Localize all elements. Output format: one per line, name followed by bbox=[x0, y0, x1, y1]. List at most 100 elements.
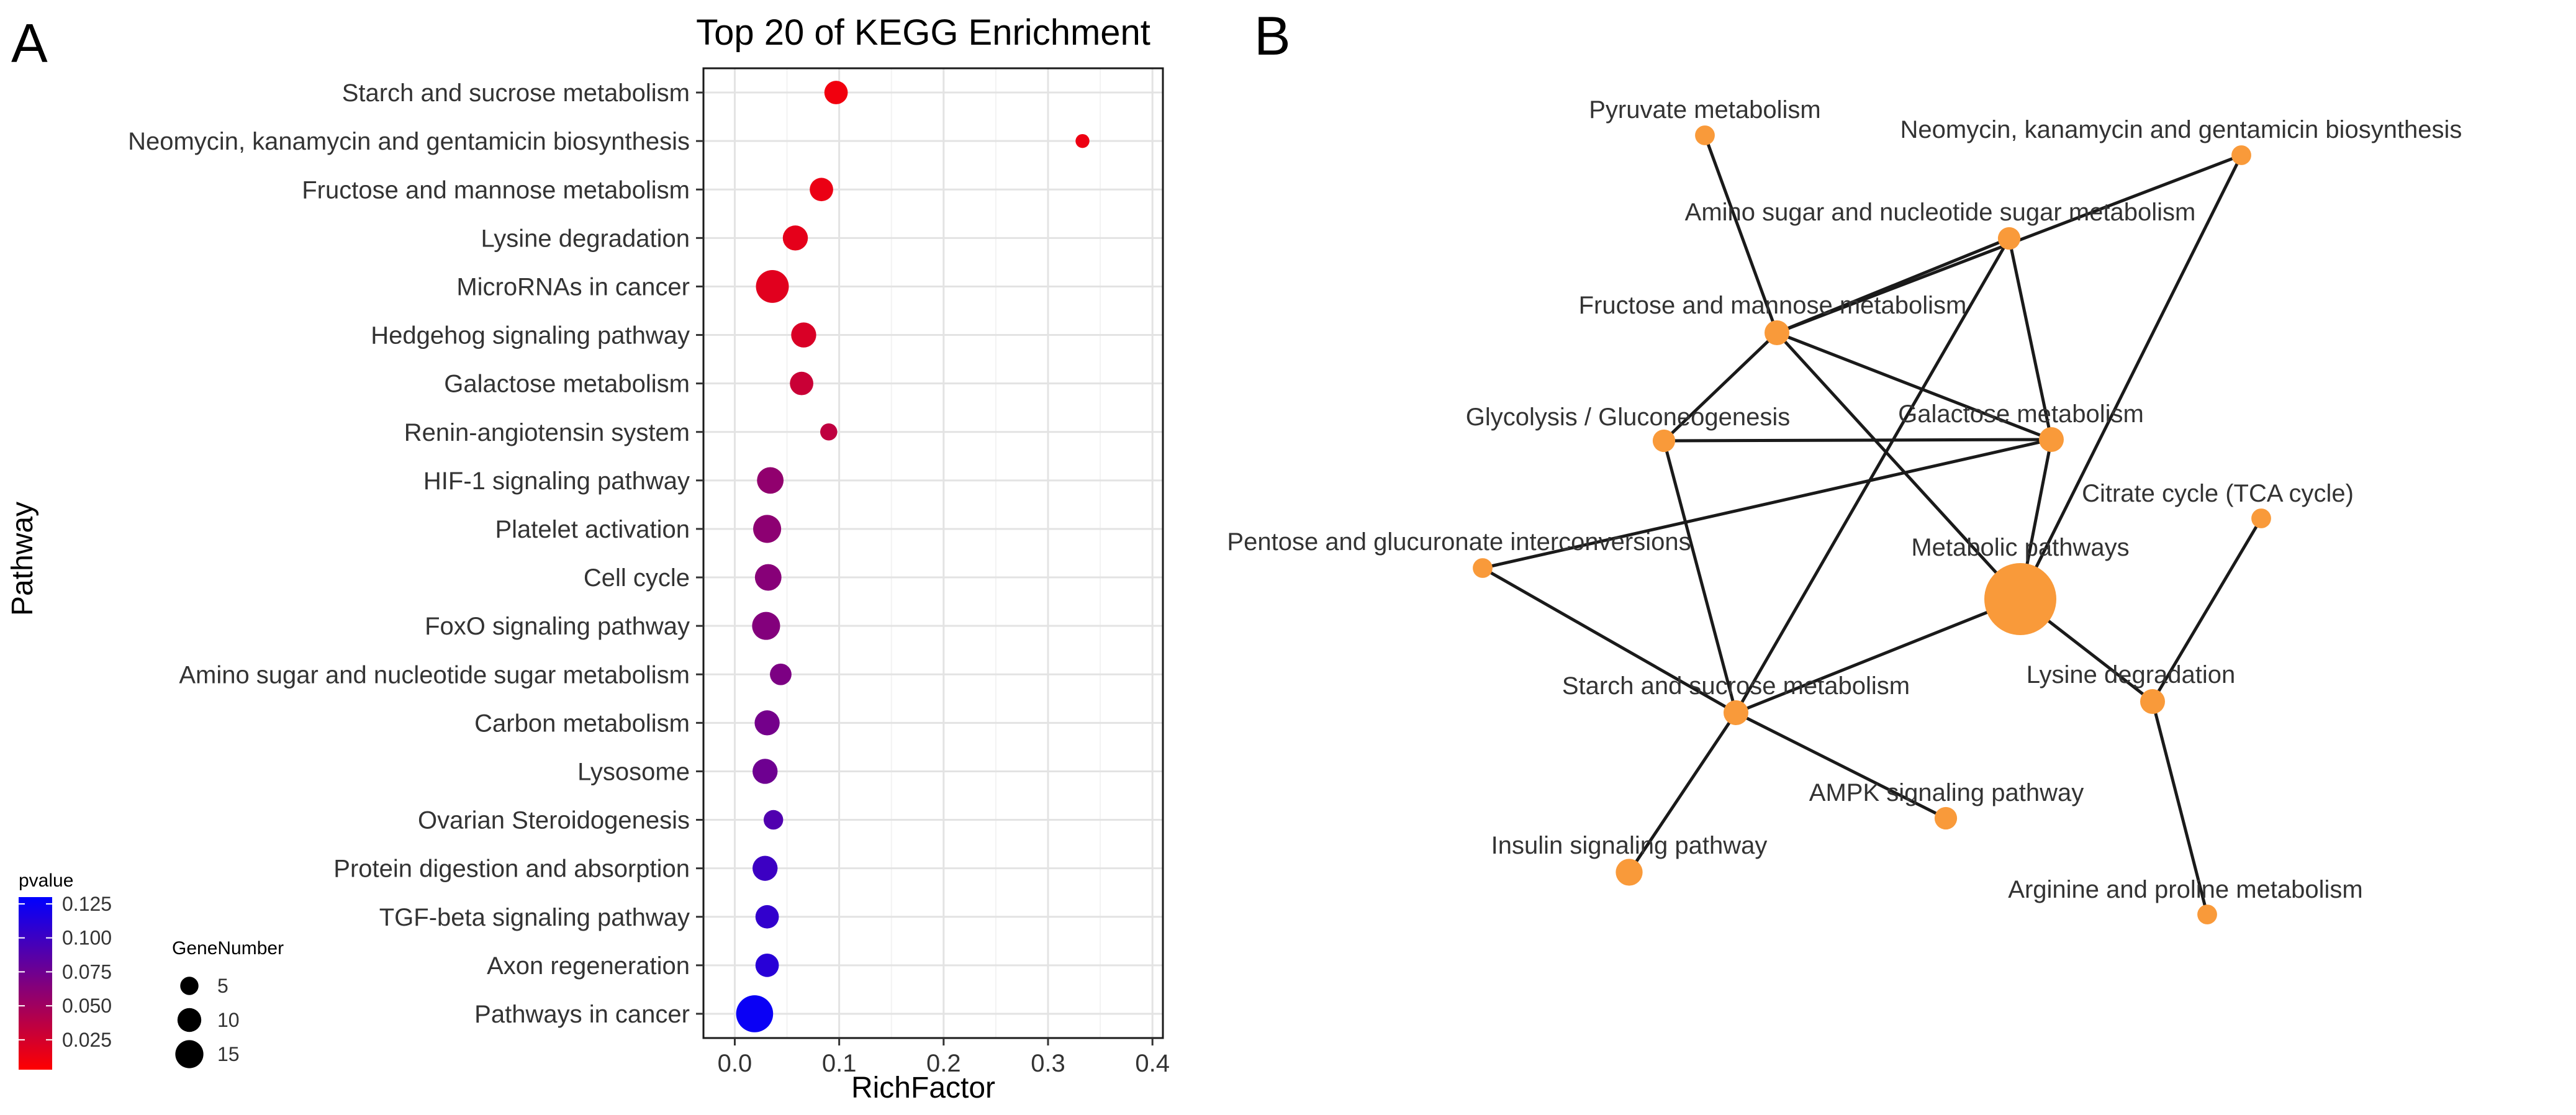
network-node-label: Amino sugar and nucleotide sugar metabol… bbox=[1685, 199, 2196, 226]
network-node-label: Glycolysis / Gluconeogenesis bbox=[1466, 404, 1790, 431]
network-node bbox=[2197, 905, 2217, 924]
network-edge bbox=[1776, 331, 2052, 441]
y-tick-label: Amino sugar and nucleotide sugar metabol… bbox=[179, 661, 690, 688]
y-tick-label: Carbon metabolism bbox=[474, 710, 690, 737]
gene-number-legend-items: 5 10 15 bbox=[175, 975, 240, 1068]
network-edge bbox=[2007, 238, 2053, 440]
network-node bbox=[1616, 859, 1643, 886]
network-edge bbox=[1776, 237, 2010, 335]
network-node bbox=[1997, 227, 2021, 250]
y-tick-label: Axon regeneration bbox=[487, 952, 690, 980]
y-tick-label: FoxO signaling pathway bbox=[425, 613, 690, 640]
dot-point bbox=[754, 564, 782, 591]
x-tick-label: 0.2 bbox=[926, 1050, 961, 1077]
panel-b-letter: B bbox=[1254, 5, 1291, 66]
network-node-label: Pyruvate metabolism bbox=[1589, 96, 1820, 124]
network-edge bbox=[2151, 701, 2209, 915]
y-tick-label: Lysine degradation bbox=[481, 225, 690, 252]
y-tick-label: Hedgehog signaling pathway bbox=[371, 322, 690, 350]
network-node bbox=[2140, 689, 2165, 714]
y-tick-label: Protein digestion and absorption bbox=[333, 855, 690, 883]
network-node bbox=[1652, 429, 1676, 453]
network-node-label: Neomycin, kanamycin and gentamicin biosy… bbox=[1900, 116, 2462, 143]
dot-point bbox=[754, 710, 780, 736]
network-node bbox=[1934, 806, 1958, 830]
y-tick-label: Fructose and mannose metabolism bbox=[302, 176, 690, 204]
network-node bbox=[1724, 700, 1748, 725]
network-labels: Pyruvate metabolism Neomycin, kanamycin a… bbox=[1227, 96, 2462, 903]
network-edge bbox=[2151, 517, 2263, 703]
network-edge bbox=[1663, 438, 2052, 443]
network-node-label: Citrate cycle (TCA cycle) bbox=[2082, 480, 2354, 507]
network-edge bbox=[1734, 237, 2011, 714]
pvalue-legend-label: 0.025 bbox=[62, 1029, 112, 1051]
network-edges bbox=[1481, 135, 2263, 915]
y-tick-label: Lysosome bbox=[577, 758, 690, 785]
gene-number-legend-label: 15 bbox=[217, 1043, 240, 1065]
plot-border bbox=[702, 67, 1164, 1039]
network-node-label: Galactose metabolism bbox=[1898, 400, 2144, 428]
dot-point bbox=[824, 81, 848, 104]
x-axis-title: RichFactor bbox=[851, 1072, 995, 1104]
y-tick-label: Renin-angiotensin system bbox=[404, 419, 690, 446]
network-node-label: Lysine degradation bbox=[2027, 661, 2236, 688]
dot-point bbox=[752, 612, 780, 640]
network-edge bbox=[2018, 154, 2243, 600]
x-tick-label: 0.0 bbox=[718, 1050, 752, 1077]
pvalue-legend-label: 0.075 bbox=[62, 960, 112, 983]
network-edge bbox=[1663, 332, 1778, 442]
dot-point bbox=[752, 759, 778, 784]
y-tick-label: MicroRNAs in cancer bbox=[456, 273, 690, 300]
chart-title: Top 20 of KEGG Enrichment bbox=[696, 12, 1150, 53]
dot-point bbox=[1075, 133, 1090, 148]
x-tick-labels: 0.0 0.1 0.2 0.3 0.4 bbox=[718, 1038, 1170, 1077]
dot-point bbox=[790, 371, 813, 395]
pvalue-legend-label: 0.050 bbox=[62, 995, 112, 1017]
network-node-label: Starch and sucrose metabolism bbox=[1562, 672, 1910, 700]
gene-number-legend-label: 5 bbox=[217, 975, 228, 997]
network-edge bbox=[1481, 566, 1737, 715]
dot-point bbox=[782, 225, 808, 251]
network-edge bbox=[1482, 438, 2052, 570]
network-edge bbox=[1627, 711, 1738, 873]
y-tick-label: Platelet activation bbox=[495, 516, 690, 543]
dot-point bbox=[770, 663, 792, 685]
dot-point bbox=[755, 905, 779, 929]
network-node-label: Arginine and proline metabolism bbox=[2008, 876, 2362, 903]
dot-points bbox=[736, 81, 1090, 1032]
panel-a-letter: A bbox=[11, 12, 48, 74]
y-tick-label: Neomycin, kanamycin and gentamicin biosy… bbox=[128, 128, 690, 155]
network-node bbox=[2039, 427, 2064, 452]
y-tick-labels: Starch and sucrose metabolism Neomycin, k… bbox=[128, 79, 703, 1028]
network-node bbox=[1473, 558, 1493, 578]
dot-point bbox=[736, 995, 774, 1032]
gene-number-legend-dot bbox=[175, 1040, 204, 1068]
x-tick-label: 0.3 bbox=[1031, 1050, 1065, 1077]
network-node-label: Metabolic pathways bbox=[1911, 534, 2129, 561]
dot-point bbox=[752, 855, 778, 881]
y-tick-label: Pathways in cancer bbox=[474, 1001, 690, 1028]
network-node-label: AMPK signaling pathway bbox=[1809, 779, 2084, 806]
pvalue-legend: pvalue 0.125 0.100 0.075 0.050 0.025 bbox=[19, 870, 112, 1070]
network-node bbox=[1695, 125, 1715, 145]
network-node bbox=[1984, 563, 2056, 635]
dot-point bbox=[791, 322, 816, 348]
dot-point bbox=[820, 423, 838, 441]
network-node bbox=[2231, 145, 2251, 165]
y-tick-label: HIF-1 signaling pathway bbox=[423, 467, 690, 495]
pvalue-legend-ticks: 0.125 0.100 0.075 0.050 0.025 bbox=[19, 893, 112, 1051]
y-tick-label: TGF-beta signaling pathway bbox=[379, 904, 690, 931]
pvalue-colorbar bbox=[19, 897, 52, 1070]
dotplot-area bbox=[702, 67, 1164, 1039]
gridlines bbox=[703, 68, 1163, 1038]
gene-number-legend-title: GeneNumber bbox=[172, 938, 284, 959]
dot-point bbox=[763, 810, 784, 830]
dot-point bbox=[753, 515, 782, 543]
pvalue-legend-title: pvalue bbox=[19, 870, 73, 891]
network-nodes bbox=[1473, 125, 2271, 924]
network-edge bbox=[1776, 332, 2022, 600]
gene-number-legend-label: 10 bbox=[217, 1009, 240, 1031]
x-tick-label: 0.1 bbox=[822, 1050, 857, 1077]
network-edge bbox=[1703, 135, 1779, 333]
